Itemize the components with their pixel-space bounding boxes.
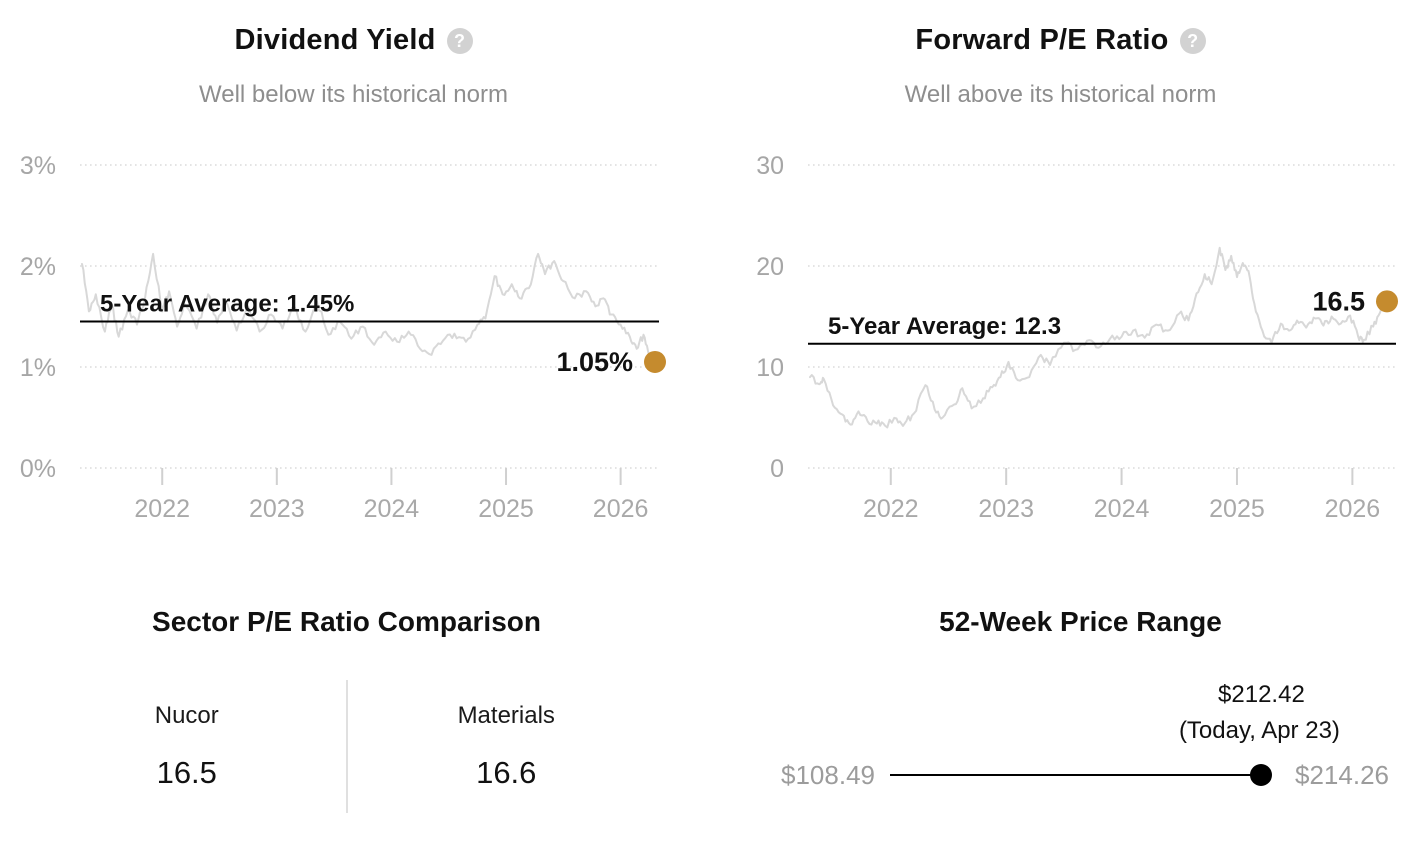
current-value-label: 1.05% [556, 347, 633, 377]
forward-pe-subtitle: Well above its historical norm [904, 81, 1217, 108]
help-icon[interactable]: ? [446, 27, 473, 54]
price-range-title: 52-Week Price Range [939, 606, 1222, 637]
x-axis-tick-label: 2024 [364, 495, 420, 523]
current-price-date: (Today, Apr 23) [1178, 717, 1340, 744]
price-range-panel: 52-Week Price Range $212.42 (Today, Apr … [747, 598, 1414, 844]
series-line [81, 252, 656, 363]
y-axis-tick-label: 10 [756, 354, 784, 382]
current-price-dot [1250, 764, 1273, 786]
dividend-yield-chart: 3% 2% 1% 0% 2022 2023 2024 2025 2026 5-Year Avera… [20, 152, 666, 523]
company-pe-value: 16.5 [156, 755, 217, 790]
y-axis-tick-label: 20 [756, 253, 784, 281]
x-axis-tick-label: 2024 [1094, 495, 1150, 523]
x-axis-tick-label: 2023 [978, 495, 1034, 523]
y-axis-tick-label: 0% [20, 455, 56, 483]
current-price-label: $212.42 [1218, 681, 1305, 708]
sector-pe-value: 16.6 [476, 755, 537, 790]
comparison-row: Nucor 16.5 Materials 16.6 [28, 680, 665, 813]
series-line [809, 246, 1388, 429]
x-axis-tick-label: 2026 [593, 495, 649, 523]
company-label: Nucor [154, 702, 219, 729]
average-label: 5-Year Average: 1.45% [100, 291, 354, 318]
average-label: 5-Year Average: 12.3 [828, 313, 1061, 340]
x-axis-tick-label: 2022 [134, 495, 190, 523]
y-axis-tick-label: 30 [756, 152, 784, 180]
price-range-line [890, 774, 1268, 776]
x-axis-tick-label: 2022 [863, 495, 919, 523]
x-axis-tick-label: 2025 [1209, 495, 1265, 523]
y-axis-tick-label: 0 [770, 455, 784, 483]
vertical-divider [345, 680, 348, 813]
range-high-label: $214.26 [1295, 760, 1389, 790]
sector-pe-comparison-title: Sector P/E Ratio Comparison [152, 606, 541, 637]
current-value-label: 16.5 [1312, 286, 1365, 316]
dividend-yield-subtitle: Well below its historical norm [199, 81, 508, 108]
current-value-dot [1376, 290, 1398, 313]
line-charts-layer: 3% 2% 1% 0% 2022 2023 2024 2025 2026 5-Year Avera… [20, 152, 1398, 523]
x-axis-tick-label: 2026 [1325, 495, 1381, 523]
comparison-cell-materials: Materials 16.6 [348, 680, 666, 813]
x-axis-tick-label: 2025 [478, 495, 534, 523]
current-value-dot [644, 350, 666, 373]
sector-label: Materials [457, 702, 555, 729]
y-axis-tick-label: 2% [20, 253, 56, 281]
sector-pe-comparison-panel: Sector P/E Ratio Comparison Nucor 16.5 M… [28, 598, 665, 844]
comparison-cell-nucor: Nucor 16.5 [28, 680, 346, 813]
dividend-yield-header: Dividend Yield ? [0, 24, 707, 57]
forward-pe-header: Forward P/E Ratio ? [707, 24, 1414, 57]
forward-pe-chart: 30 20 10 0 2022 2023 2024 2025 2026 5-Year Averag… [756, 152, 1398, 523]
dividend-yield-title: Dividend Yield [234, 24, 436, 56]
range-low-label: $108.49 [781, 760, 875, 790]
help-icon[interactable]: ? [1179, 27, 1206, 54]
x-axis-tick-label: 2023 [249, 495, 305, 523]
y-axis-tick-label: 1% [20, 354, 56, 382]
y-axis-tick-label: 3% [20, 152, 56, 180]
forward-pe-title: Forward P/E Ratio [915, 24, 1169, 56]
